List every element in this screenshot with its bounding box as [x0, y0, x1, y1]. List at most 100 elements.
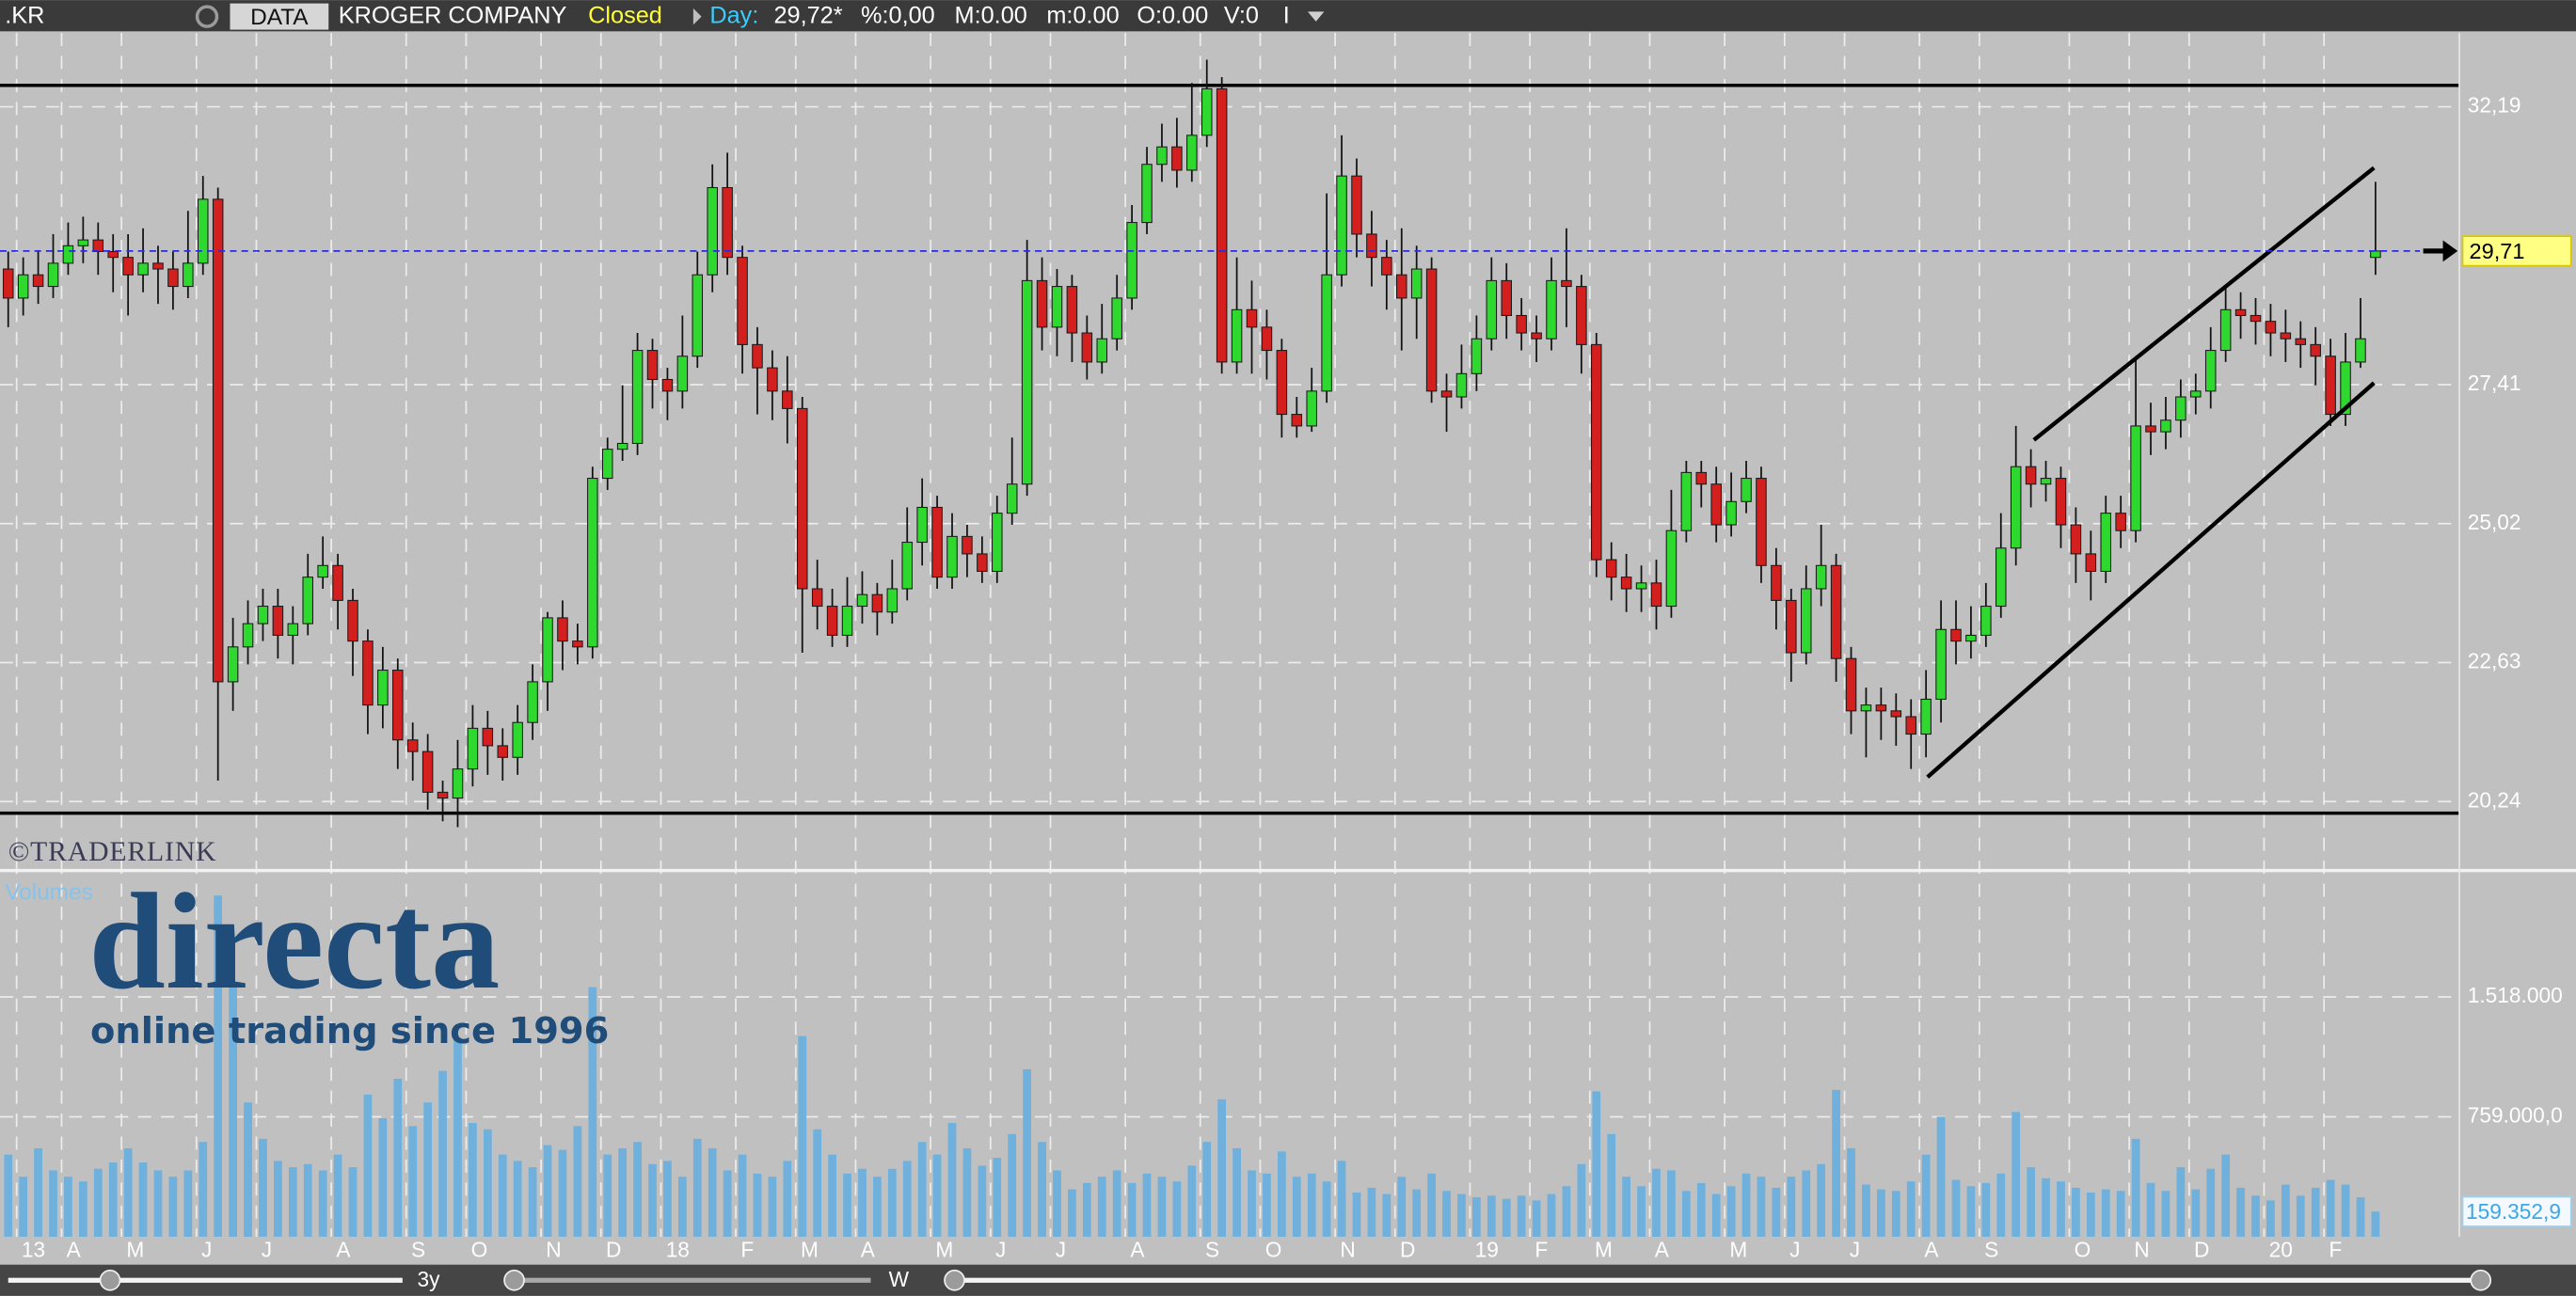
volume-bar	[603, 1154, 612, 1238]
period-knob[interactable]	[503, 1269, 525, 1291]
candle-body	[1321, 274, 1332, 392]
candle-body	[2250, 314, 2262, 323]
x-tick-label: D	[606, 1238, 621, 1262]
volume-bar	[2206, 1168, 2216, 1238]
period-slider[interactable]	[509, 1277, 871, 1283]
x-tick-label: J	[1056, 1238, 1066, 1262]
volume-bar	[1068, 1189, 1076, 1238]
candle-body	[1126, 222, 1137, 299]
candle-body	[916, 506, 928, 544]
candle-body	[2310, 343, 2321, 357]
brand-logo: directa	[88, 864, 500, 1018]
candle-body	[1381, 257, 1392, 276]
scroll-knob-right[interactable]	[2470, 1269, 2492, 1291]
volume-bar	[2341, 1184, 2350, 1238]
volume-bar	[1412, 1189, 1422, 1238]
volume-bar	[1517, 1195, 1526, 1238]
volume-bar	[423, 1102, 432, 1238]
candle-body	[197, 198, 209, 264]
candle-body	[707, 186, 718, 276]
volume-bar	[1112, 1170, 1121, 1238]
volume-bar	[1307, 1173, 1316, 1238]
x-tick-label: M	[1729, 1238, 1747, 1262]
volume-bar	[93, 1168, 103, 1238]
volume-bar	[34, 1147, 42, 1238]
candle-body	[122, 257, 134, 276]
candle-body	[631, 350, 644, 445]
volume-bar	[64, 1177, 72, 1238]
candle-body	[2175, 396, 2186, 421]
volume-bar	[558, 1149, 567, 1238]
volume-bar	[408, 1126, 418, 1238]
volume-bar	[2101, 1189, 2110, 1238]
candle-body	[1396, 274, 1407, 299]
scroll-slider[interactable]	[949, 1277, 2481, 1283]
candle-body	[2, 268, 14, 299]
candle-body	[272, 606, 284, 636]
x-tick-label: A	[1130, 1238, 1145, 1262]
range-slider[interactable]	[8, 1277, 403, 1283]
last-price-arrow	[2423, 240, 2458, 262]
candle-body	[527, 681, 538, 723]
candle-body	[287, 623, 299, 636]
plot-area: 13 A M J J A S O N D 18 F M A M J J A S O N D 19 F M A M J J A S O N D 20 F…	[0, 33, 2563, 1262]
refresh-icon[interactable]	[195, 5, 219, 28]
volume-bar	[528, 1167, 537, 1238]
candle-body	[811, 588, 823, 608]
volume-bar	[1667, 1170, 1676, 1238]
x-tick-label: S	[1984, 1238, 1998, 1262]
volume-bar	[2356, 1197, 2365, 1238]
candle-body	[1771, 564, 1782, 601]
volume-bar	[1681, 1191, 1691, 1238]
x-tick-label: S	[411, 1238, 425, 1262]
candle-body	[841, 606, 853, 636]
x-tick-label: A	[1924, 1238, 1939, 1262]
volume-bar	[1637, 1186, 1646, 1238]
x-tick-label: O	[2075, 1238, 2091, 1262]
data-button-label[interactable]: DATA	[250, 5, 309, 30]
volume-bar	[438, 1070, 447, 1238]
candle-body	[557, 617, 568, 642]
data-button[interactable]	[230, 3, 329, 30]
candle-body	[167, 268, 179, 288]
candle-body	[212, 198, 224, 683]
volume-bar	[917, 1142, 927, 1238]
dropdown-arrow[interactable]	[1307, 11, 1325, 22]
range-knob[interactable]	[99, 1269, 121, 1291]
trendline	[2032, 166, 2376, 442]
candle-body	[1786, 599, 1797, 654]
candle-body	[302, 577, 313, 624]
volume-bar	[1038, 1142, 1046, 1238]
volume-bar	[378, 1118, 388, 1238]
volume-bar	[2371, 1211, 2380, 1238]
candle-body	[1261, 326, 1273, 352]
volume-bar	[1442, 1191, 1451, 1238]
expand-icon[interactable]	[692, 8, 702, 25]
volume-bar	[1711, 1193, 1721, 1238]
volume-bar	[2012, 1112, 2021, 1238]
volume-bar	[1097, 1177, 1106, 1238]
day-value: 29,72*	[773, 2, 842, 28]
volume-bar	[1802, 1170, 1811, 1238]
candle-body	[767, 367, 778, 392]
volume-bar	[393, 1079, 403, 1238]
candle-body	[572, 640, 583, 648]
volume-bar	[1832, 1089, 1840, 1238]
candle-body	[1111, 297, 1122, 340]
candle-body	[1186, 134, 1198, 171]
scroll-knob-left[interactable]	[944, 1269, 965, 1291]
candle-body	[2115, 513, 2126, 531]
x-tick-label: F	[740, 1238, 754, 1262]
volume-bar	[1127, 1182, 1137, 1238]
volume-bar	[1397, 1177, 1407, 1238]
x-tick-label: J	[1850, 1238, 1860, 1262]
candle-body	[1845, 657, 1857, 712]
candle-body	[1935, 628, 1947, 700]
x-tick-label: F	[2329, 1238, 2342, 1262]
volume-bar	[2057, 1181, 2065, 1238]
candle-body	[77, 239, 89, 246]
candle-body	[2219, 308, 2232, 352]
volume-bar	[1726, 1186, 1736, 1238]
